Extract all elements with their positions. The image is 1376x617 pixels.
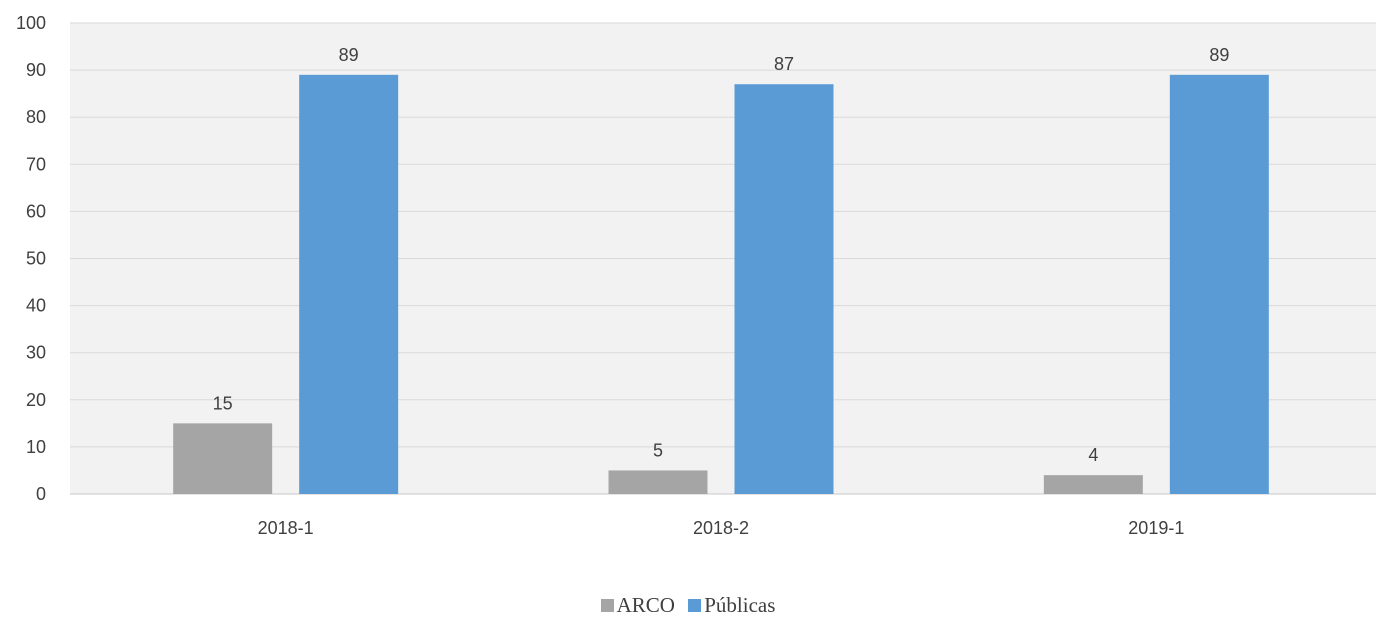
data-label-públicas-2018-2: 87 bbox=[774, 54, 794, 74]
y-tick-label-60: 60 bbox=[26, 201, 46, 221]
bar-arco-2018-2 bbox=[608, 470, 708, 494]
chart-canvas: 0 10 20 30 40 50 60 70 80 90 100 15 89 5 87 4 89 2018-1… bbox=[16, 13, 1376, 538]
y-axis-ticks: 0 10 20 30 40 50 60 70 80 90 100 bbox=[16, 13, 46, 504]
y-tick-label-40: 40 bbox=[26, 296, 46, 316]
bar-arco-2019-1 bbox=[1043, 475, 1143, 494]
data-label-públicas-2019-1: 89 bbox=[1209, 45, 1229, 65]
legend-label-publicas: Públicas bbox=[704, 593, 776, 617]
legend: ARCO Públicas bbox=[0, 594, 1376, 616]
y-tick-label-90: 90 bbox=[26, 60, 46, 80]
legend-item-publicas: Públicas bbox=[688, 594, 775, 616]
y-tick-label-30: 30 bbox=[26, 343, 46, 363]
x-tick-label-2019-1: 2019-1 bbox=[1128, 518, 1184, 538]
gridlines bbox=[70, 22, 1376, 495]
legend-label-arco: ARCO bbox=[616, 593, 675, 617]
y-tick-label-80: 80 bbox=[26, 107, 46, 127]
y-tick-label-10: 10 bbox=[26, 437, 46, 457]
bar-públicas-2019-1 bbox=[1169, 74, 1269, 494]
y-tick-label-20: 20 bbox=[26, 390, 46, 410]
legend-swatch-arco bbox=[600, 599, 614, 612]
data-label-arco-2018-2: 5 bbox=[653, 440, 663, 460]
bars bbox=[173, 74, 1269, 494]
x-tick-label-2018-1: 2018-1 bbox=[258, 518, 314, 538]
y-tick-label-50: 50 bbox=[26, 249, 46, 269]
data-label-arco-2018-1: 15 bbox=[213, 393, 233, 413]
legend-swatch-publicas bbox=[688, 599, 702, 612]
bar-arco-2018-1 bbox=[173, 423, 273, 494]
y-tick-label-70: 70 bbox=[26, 154, 46, 174]
x-axis-ticks: 2018-1 2018-2 2019-1 bbox=[258, 518, 1185, 538]
legend-item-arco: ARCO bbox=[600, 593, 675, 617]
bar-públicas-2018-2 bbox=[734, 84, 834, 494]
y-tick-label-100: 100 bbox=[16, 13, 46, 33]
x-tick-label-2018-2: 2018-2 bbox=[693, 518, 749, 538]
data-label-públicas-2018-1: 89 bbox=[339, 45, 359, 65]
data-labels: 15 89 5 87 4 89 bbox=[213, 45, 1230, 465]
y-tick-label-0: 0 bbox=[36, 484, 46, 504]
bar-públicas-2018-1 bbox=[299, 74, 399, 494]
data-label-arco-2019-1: 4 bbox=[1088, 445, 1098, 465]
